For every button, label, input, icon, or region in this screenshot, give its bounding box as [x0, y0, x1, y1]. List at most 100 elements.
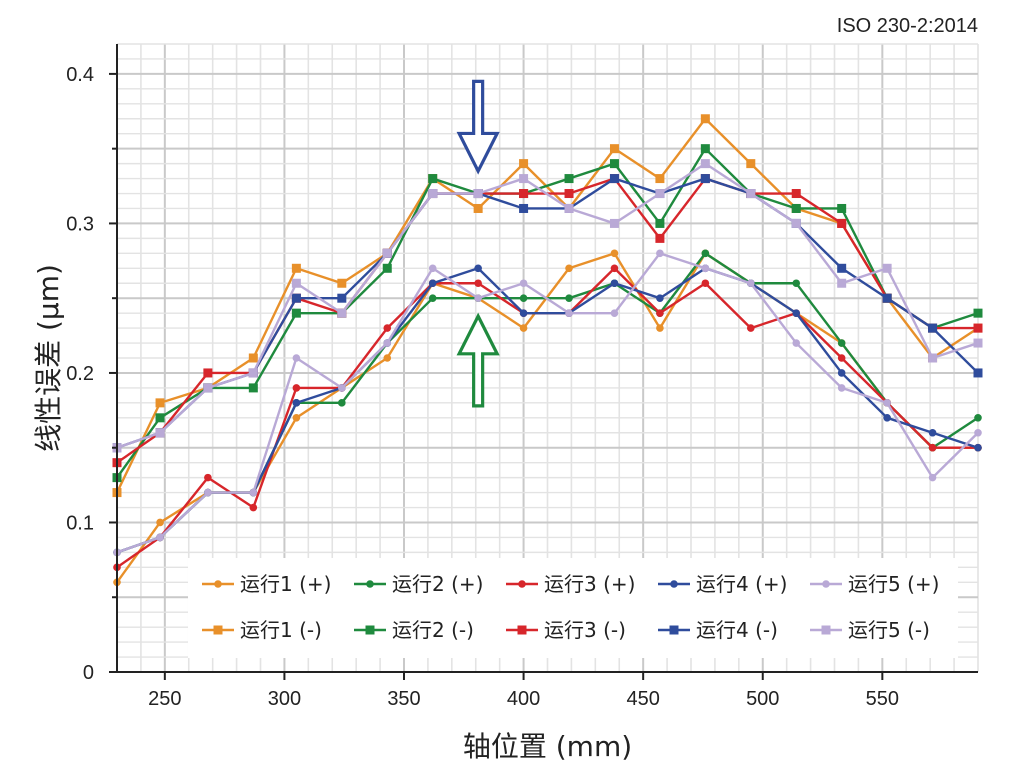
- data-point: [248, 353, 258, 363]
- data-point: [519, 324, 528, 332]
- data-point: [248, 383, 258, 393]
- x-axis-label: 轴位置 (mm): [463, 730, 632, 763]
- data-point: [837, 354, 846, 362]
- data-point: [610, 264, 619, 273]
- legend-label: 运行1 (+): [240, 572, 331, 596]
- y-tick-label: 0.2: [66, 363, 94, 385]
- legend-item: 运行3 (-): [506, 618, 626, 642]
- data-point: [837, 339, 846, 347]
- data-point: [610, 249, 619, 258]
- legend-swatch-marker: [214, 580, 222, 588]
- data-point: [883, 414, 891, 422]
- series-line: [116, 267, 979, 554]
- data-point: [155, 428, 165, 438]
- data-point: [292, 399, 301, 407]
- data-point: [609, 218, 619, 228]
- data-point: [973, 368, 983, 378]
- data-point: [701, 264, 710, 273]
- data-point: [837, 369, 846, 377]
- data-point: [882, 293, 892, 303]
- data-point: [928, 323, 938, 333]
- data-point: [701, 279, 710, 288]
- legend-swatch-marker: [821, 625, 831, 635]
- legend-swatch-marker: [518, 580, 526, 588]
- data-point: [928, 353, 938, 363]
- data-point: [837, 384, 846, 392]
- data-point: [655, 174, 665, 184]
- data-point: [700, 174, 710, 184]
- data-point: [337, 293, 347, 303]
- data-point: [974, 428, 982, 437]
- data-point: [746, 324, 755, 332]
- data-point: [928, 428, 937, 437]
- legend-swatch-marker: [365, 625, 375, 635]
- data-point: [656, 249, 664, 258]
- data-point: [292, 354, 301, 362]
- legend-item: 运行4 (+): [658, 572, 787, 596]
- data-point: [746, 189, 756, 199]
- data-point: [248, 368, 258, 378]
- data-point: [564, 189, 574, 199]
- data-point: [746, 279, 755, 288]
- data-point: [473, 203, 483, 213]
- x-tick-label: 550: [866, 688, 899, 710]
- legend-item: 运行2 (+): [354, 572, 483, 596]
- legend-item: 运行4 (-): [658, 618, 778, 642]
- legend-label: 运行1 (-): [240, 618, 322, 642]
- data-point: [973, 323, 983, 333]
- data-point: [609, 144, 619, 154]
- legend: 运行1 (+) 运行2 (+) 运行3 (+) 运行4 (+) 运行5 (+) 运行1 (…: [188, 558, 958, 658]
- y-tick-label: 0: [83, 662, 94, 684]
- data-point: [655, 218, 665, 228]
- data-point: [383, 354, 392, 362]
- legend-label: 运行4 (-): [696, 618, 778, 642]
- data-point: [609, 174, 619, 184]
- data-point: [382, 248, 392, 258]
- data-point: [203, 383, 213, 393]
- data-point: [155, 413, 165, 423]
- tick-labels: 250 300 350 400 450 500 550 0 0.1 0.2 0.3 0.4: [66, 64, 899, 710]
- data-point: [700, 159, 710, 169]
- data-point: [928, 443, 937, 452]
- x-tick-label: 300: [268, 688, 301, 710]
- data-point: [428, 294, 437, 302]
- data-point: [291, 308, 301, 318]
- data-point: [883, 399, 891, 407]
- data-point: [656, 294, 664, 302]
- data-point: [249, 488, 258, 497]
- plot-axes: [109, 44, 978, 680]
- series-line: [116, 147, 979, 479]
- data-point: [519, 174, 529, 184]
- y-tick-label: 0.3: [66, 213, 94, 235]
- data-point: [474, 279, 482, 288]
- data-point: [291, 263, 301, 273]
- x-tick-label: 500: [746, 688, 779, 710]
- data-point: [383, 339, 392, 347]
- legend-label: 运行3 (+): [544, 572, 635, 596]
- data-point: [519, 279, 528, 288]
- data-point: [519, 189, 529, 199]
- data-point: [792, 309, 801, 317]
- data-point: [338, 399, 346, 407]
- legend-item: 运行1 (-): [202, 618, 322, 642]
- data-point: [337, 308, 347, 318]
- data-point: [155, 398, 165, 408]
- legend-swatch-marker: [669, 625, 679, 635]
- data-point: [203, 368, 213, 378]
- data-point: [565, 294, 573, 302]
- legend-label: 运行5 (-): [848, 618, 930, 642]
- data-point: [974, 443, 982, 452]
- data-point: [204, 488, 212, 497]
- data-point: [428, 264, 437, 273]
- data-point: [337, 278, 347, 288]
- data-point: [610, 279, 619, 288]
- y-axis-label: 线性误差 (μm): [32, 264, 65, 452]
- data-point: [837, 278, 847, 288]
- annotation-arrows: [456, 79, 500, 408]
- data-point: [292, 384, 301, 392]
- data-point: [564, 203, 574, 213]
- data-point: [473, 189, 483, 199]
- data-point: [519, 309, 528, 317]
- data-point: [973, 338, 983, 348]
